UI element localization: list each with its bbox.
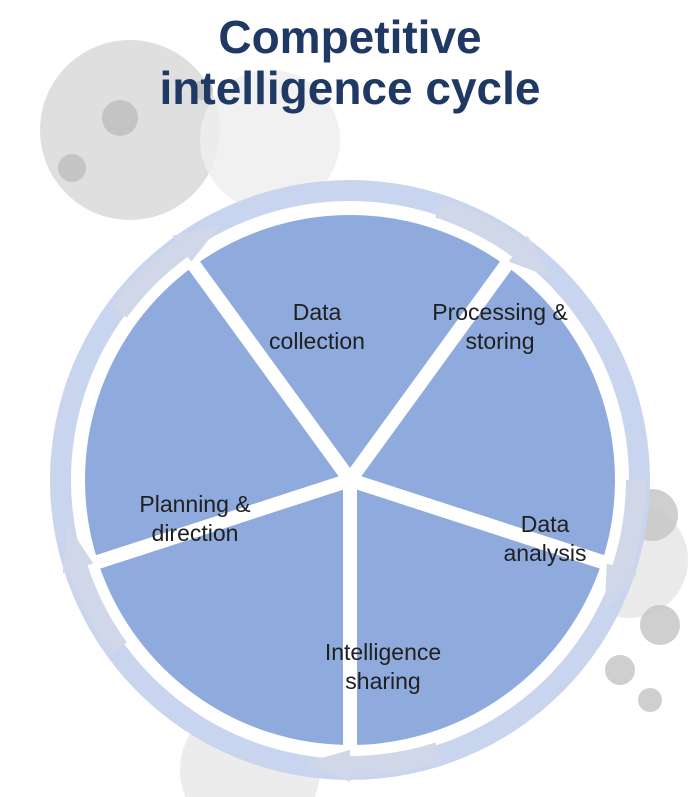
- segment-label-line: Processing &: [400, 298, 600, 327]
- segment-label-line: collection: [232, 327, 402, 356]
- title-line: Competitive: [0, 12, 700, 63]
- segment-label-line: Intelligence: [278, 638, 488, 667]
- title-line: intelligence cycle: [0, 63, 700, 114]
- segment-label-line: Data: [460, 510, 630, 539]
- segment-label-line: storing: [400, 327, 600, 356]
- segment-label: Dataanalysis: [460, 510, 630, 568]
- segment-label: Intelligencesharing: [278, 638, 488, 696]
- segment-label: Processing &storing: [400, 298, 600, 356]
- segment-label-line: direction: [100, 519, 290, 548]
- segment-label-line: Planning &: [100, 490, 290, 519]
- segment-label-line: sharing: [278, 667, 488, 696]
- segment-label: Planning &direction: [100, 490, 290, 548]
- page-title: Competitiveintelligence cycle: [0, 12, 700, 113]
- segment-label-line: analysis: [460, 539, 630, 568]
- segment-label: Datacollection: [232, 298, 402, 356]
- segment-label-line: Data: [232, 298, 402, 327]
